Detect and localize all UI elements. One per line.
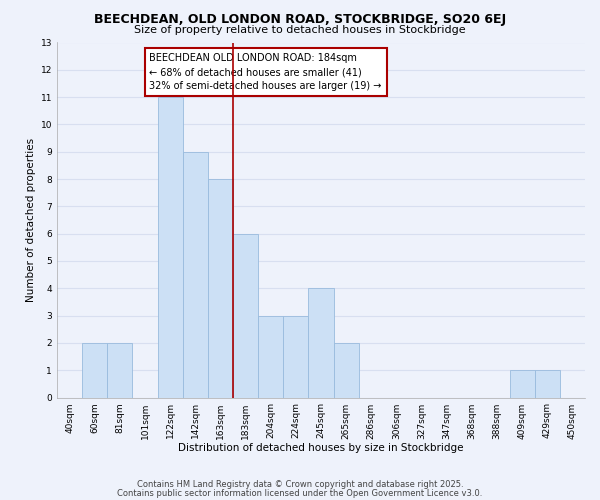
Bar	[509, 370, 535, 398]
Y-axis label: Number of detached properties: Number of detached properties	[26, 138, 37, 302]
Bar	[158, 97, 183, 398]
Bar	[183, 152, 208, 398]
Bar	[283, 316, 308, 398]
Text: BEECHDEAN OLD LONDON ROAD: 184sqm
← 68% of detached houses are smaller (41)
32% : BEECHDEAN OLD LONDON ROAD: 184sqm ← 68% …	[149, 53, 382, 91]
Bar	[107, 343, 133, 398]
Bar	[308, 288, 334, 398]
Bar	[233, 234, 258, 398]
Bar	[258, 316, 283, 398]
Text: Size of property relative to detached houses in Stockbridge: Size of property relative to detached ho…	[134, 25, 466, 35]
X-axis label: Distribution of detached houses by size in Stockbridge: Distribution of detached houses by size …	[178, 443, 464, 453]
Bar	[82, 343, 107, 398]
Text: Contains HM Land Registry data © Crown copyright and database right 2025.: Contains HM Land Registry data © Crown c…	[137, 480, 463, 489]
Text: BEECHDEAN, OLD LONDON ROAD, STOCKBRIDGE, SO20 6EJ: BEECHDEAN, OLD LONDON ROAD, STOCKBRIDGE,…	[94, 12, 506, 26]
Bar	[535, 370, 560, 398]
Bar	[208, 179, 233, 398]
Bar	[334, 343, 359, 398]
Text: Contains public sector information licensed under the Open Government Licence v3: Contains public sector information licen…	[118, 488, 482, 498]
